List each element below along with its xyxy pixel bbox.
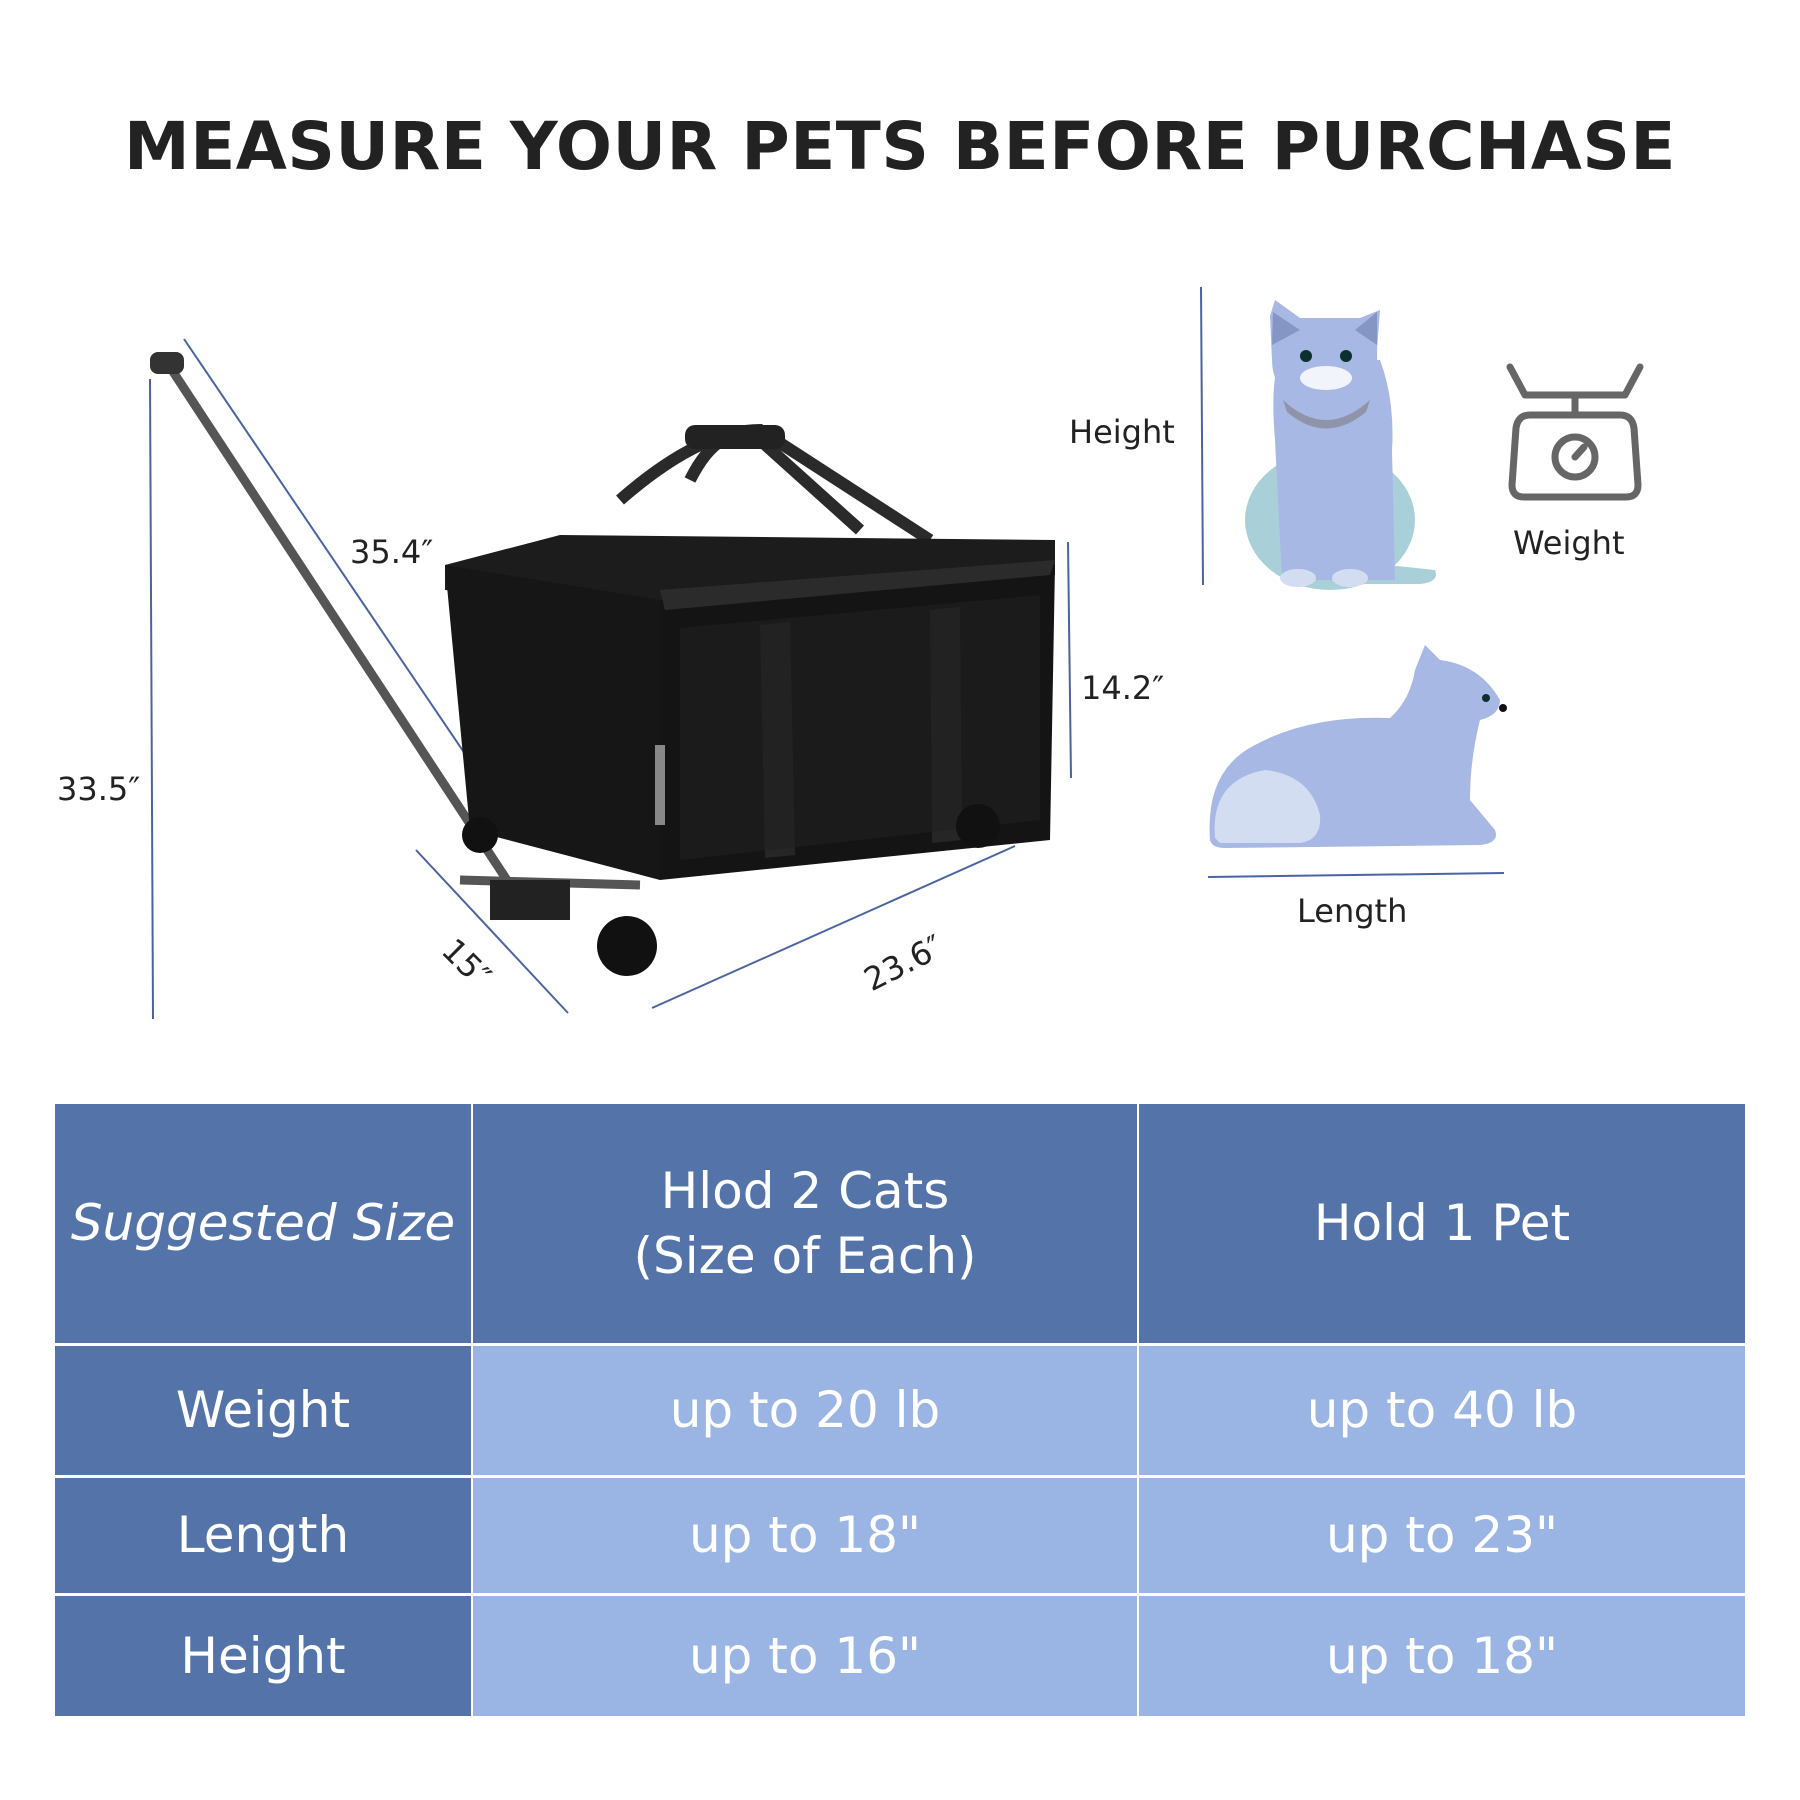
- pet-height-line: [1200, 286, 1204, 586]
- height-two-cats: up to 16": [473, 1596, 1137, 1716]
- length-line: [651, 845, 1016, 1009]
- product-illustration: [149, 286, 1644, 1020]
- handle-length-label: 35.4″: [350, 533, 434, 571]
- total-height-label: 33.5″: [57, 770, 141, 808]
- length-one-pet: up to 23": [1139, 1478, 1745, 1593]
- bag-height-line: [1067, 541, 1072, 779]
- row-label-weight: Weight: [55, 1346, 471, 1475]
- page-title: MEASURE YOUR PETS BEFORE PURCHASE: [124, 108, 1676, 185]
- pet-length-label: Length: [1297, 892, 1408, 930]
- length-two-cats: up to 18": [473, 1478, 1137, 1593]
- row-label-length: Length: [55, 1478, 471, 1593]
- pet-carrier-bag: [445, 423, 1055, 880]
- suggested-size-table: Suggested Size Hlod 2 Cats (Size of Each…: [55, 1104, 1745, 1716]
- total-height-line: [149, 378, 154, 1020]
- weight-two-cats: up to 20 lb: [473, 1346, 1137, 1475]
- pet-weight-label: Weight: [1513, 524, 1625, 562]
- height-one-pet: up to 18": [1139, 1596, 1745, 1716]
- bag-height-label: 14.2″: [1081, 669, 1165, 707]
- dimension-lines: [149, 286, 1505, 1020]
- header-two-cats: Hlod 2 Cats (Size of Each): [473, 1104, 1137, 1343]
- pet-height-label: Height: [1069, 413, 1175, 451]
- sitting-cat-icon: [1245, 300, 1436, 590]
- scale-icon: [1506, 363, 1644, 501]
- header-suggested-size: Suggested Size: [55, 1104, 471, 1343]
- weight-one-pet: up to 40 lb: [1139, 1346, 1745, 1475]
- wheels: [462, 804, 1000, 976]
- row-label-height: Height: [55, 1596, 471, 1716]
- depth-line: [415, 849, 569, 1014]
- header-one-pet: Hold 1 Pet: [1139, 1104, 1745, 1343]
- pet-length-line: [1207, 872, 1505, 878]
- lying-cat-icon: [1209, 645, 1507, 848]
